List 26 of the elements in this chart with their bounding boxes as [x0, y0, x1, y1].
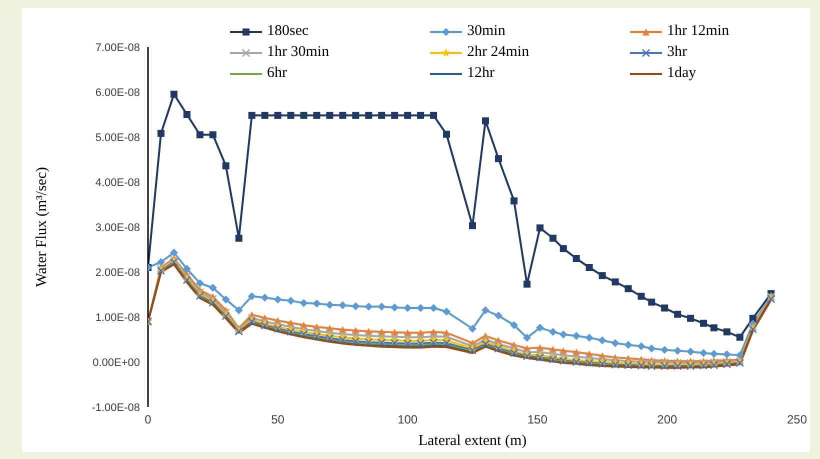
x-tick-label: 100 — [398, 412, 418, 427]
x-axis-title: Lateral extent (m) — [418, 433, 527, 449]
x-tick-label: 150 — [527, 412, 548, 427]
legend-label: 6hr — [267, 64, 287, 83]
legend-label: 30min — [467, 22, 506, 41]
y-tick-label: 7.00E-08 — [95, 42, 140, 54]
legend-label: 180sec — [267, 22, 309, 41]
x-tick-label: 200 — [657, 412, 678, 427]
x-tick-label: 250 — [786, 412, 808, 427]
legend-label: 1hr 12min — [667, 22, 730, 41]
x-tick-label: 50 — [271, 412, 285, 427]
y-tick-label: 1.00E-08 — [95, 312, 140, 324]
legend-label: 12hr — [467, 64, 494, 83]
y-axis-title: Water Flux (m³/sec) — [34, 167, 50, 287]
y-tick-label: 5.00E-08 — [95, 132, 140, 144]
y-tick-label: 6.00E-08 — [95, 86, 140, 99]
legend-label: 2hr 24min — [467, 43, 530, 62]
y-tick-label: 0.00E+00 — [92, 356, 140, 369]
y-tick-label: -1.00E-08 — [92, 402, 140, 414]
legend-label: 3hr — [667, 43, 687, 62]
x-tick-label: 0 — [144, 412, 152, 427]
y-tick-label: 4.00E-08 — [95, 176, 140, 189]
legend-label: 1hr 30min — [267, 43, 330, 62]
y-tick-label: 3.00E-08 — [95, 222, 140, 234]
legend-label: 1day — [667, 64, 696, 83]
y-tick-label: 2.00E-08 — [95, 266, 140, 279]
